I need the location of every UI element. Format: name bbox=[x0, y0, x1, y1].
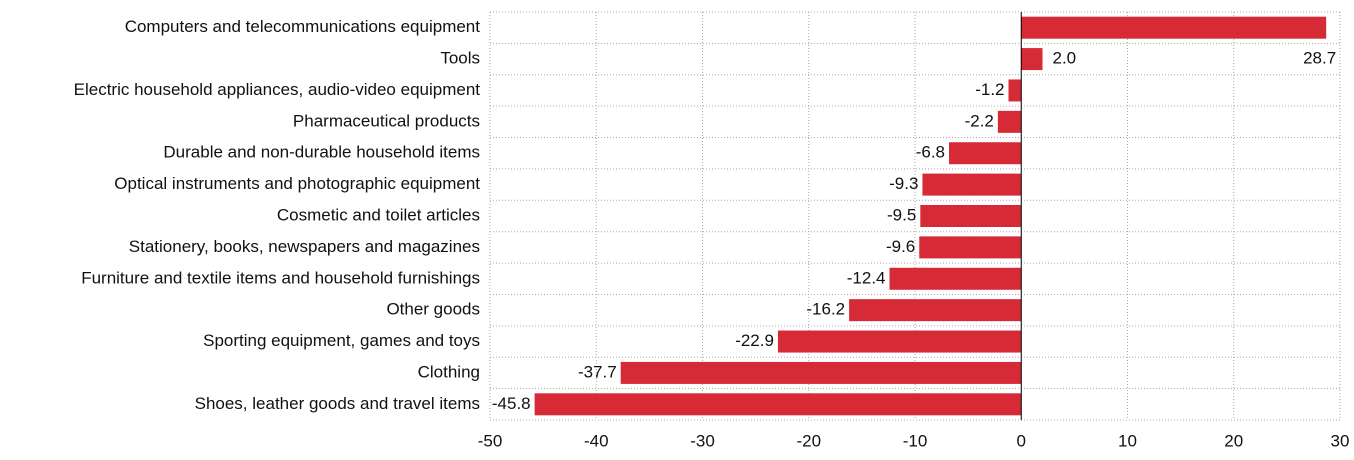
value-label: -6.8 bbox=[916, 143, 945, 162]
x-tick-label: -30 bbox=[690, 431, 715, 450]
bar bbox=[920, 205, 1022, 227]
value-label: -22.9 bbox=[735, 331, 774, 350]
x-tick-label: 10 bbox=[1118, 431, 1137, 450]
category-label: Computers and telecommunications equipme… bbox=[125, 17, 481, 36]
bar bbox=[1008, 79, 1022, 102]
bar bbox=[1021, 16, 1327, 39]
bar bbox=[1021, 48, 1043, 71]
bar bbox=[777, 330, 1022, 353]
x-tick-label: -10 bbox=[903, 431, 928, 450]
bar bbox=[849, 299, 1022, 322]
x-tick-label: 20 bbox=[1224, 431, 1243, 450]
x-tick-label: -50 bbox=[478, 431, 503, 450]
category-label: Optical instruments and photographic equ… bbox=[114, 174, 480, 193]
x-tick-label: -40 bbox=[584, 431, 609, 450]
value-label: -12.4 bbox=[847, 268, 886, 287]
value-label: -45.8 bbox=[492, 394, 531, 413]
bar bbox=[997, 110, 1022, 133]
category-label: Clothing bbox=[418, 362, 480, 381]
bar bbox=[919, 236, 1022, 259]
category-label: Cosmetic and toilet articles bbox=[277, 205, 480, 224]
value-label: 28.7 bbox=[1303, 49, 1336, 68]
category-label: Shoes, leather goods and travel items bbox=[195, 394, 480, 413]
x-tick-label: 30 bbox=[1331, 431, 1350, 450]
category-label: Sporting equipment, games and toys bbox=[203, 331, 480, 350]
value-label: -2.2 bbox=[965, 111, 994, 130]
category-label: Tools bbox=[440, 49, 480, 68]
value-label: -16.2 bbox=[806, 300, 845, 319]
category-label: Stationery, books, newspapers and magazi… bbox=[129, 237, 480, 256]
value-label: -37.7 bbox=[578, 362, 617, 381]
category-label: Other goods bbox=[386, 300, 480, 319]
value-label: -9.6 bbox=[886, 237, 915, 256]
bar bbox=[620, 361, 1022, 384]
bar bbox=[949, 142, 1022, 165]
category-label: Electric household appliances, audio-vid… bbox=[74, 80, 481, 99]
value-label: -9.5 bbox=[887, 205, 916, 224]
bar bbox=[534, 393, 1022, 416]
category-label: Furniture and textile items and househol… bbox=[81, 268, 480, 287]
value-label: 2.0 bbox=[1053, 49, 1077, 68]
value-label: -1.2 bbox=[975, 80, 1004, 99]
x-tick-label: 0 bbox=[1017, 431, 1026, 450]
category-label: Durable and non-durable household items bbox=[163, 143, 480, 162]
category-label: Pharmaceutical products bbox=[293, 111, 480, 130]
value-label: -9.3 bbox=[889, 174, 918, 193]
bar bbox=[889, 267, 1022, 290]
x-tick-label: -20 bbox=[796, 431, 821, 450]
bar bbox=[922, 173, 1022, 196]
